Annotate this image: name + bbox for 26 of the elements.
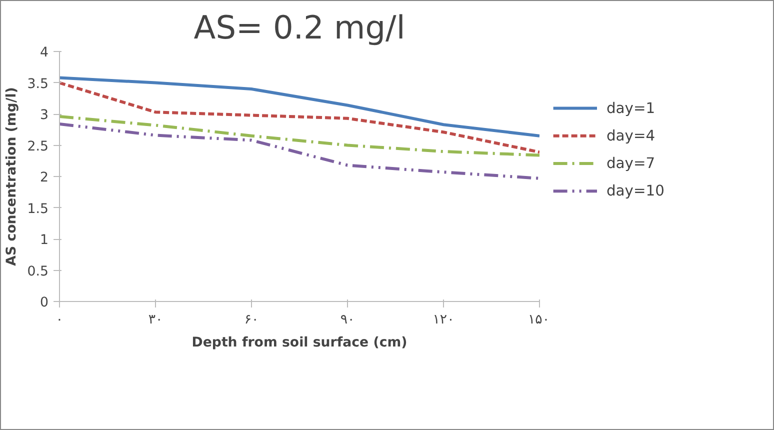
y-tick-label: 4 [40,46,49,60]
legend-label: day=7 [606,154,656,172]
y-tick-label: 1.5 [27,202,49,217]
y-tick-label: 3 [40,108,49,123]
legend-label: day=10 [606,182,664,200]
x-tick-label: ۳۰ [148,312,163,328]
line-series [60,122,540,180]
y-tick-label: 2.5 [27,139,49,154]
line-series [60,115,540,157]
x-tick-label: ۶۰ [244,312,259,328]
legend-label: day=4 [606,127,656,144]
line-series [60,81,540,154]
y-axis-title: AS concentration (mg/l) [4,87,20,266]
x-tick-label: ۹۰ [340,312,355,328]
x-tick-label: ۰ [56,312,64,328]
y-tick-label: 3.5 [27,76,49,92]
y-tick-label: 0.5 [27,264,49,280]
legend-label: day=1 [606,100,656,117]
y-tick-label: 1 [40,233,49,248]
x-tick-label: ۱۲۰ [432,312,454,328]
chart-title: AS= 0.2 mg/l [194,8,406,46]
x-axis-title: Depth from soil surface (cm) [192,336,408,350]
x-tick-label: ۱۵۰ [528,312,550,328]
y-tick-label: 0 [40,296,49,310]
y-tick-label: 2 [40,170,49,186]
line-series [60,76,540,138]
